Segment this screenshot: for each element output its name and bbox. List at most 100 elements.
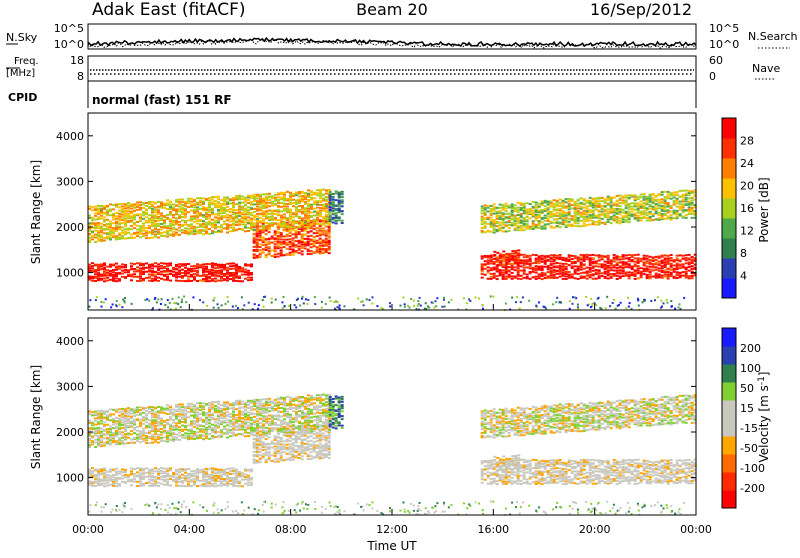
power-cell [517, 262, 520, 264]
power-cell [334, 308, 336, 310]
power-cell [292, 242, 295, 244]
power-cell [568, 203, 571, 205]
power-cell [631, 208, 634, 210]
velocity-cell [130, 424, 133, 426]
power-cell [592, 303, 594, 305]
power-cell [526, 263, 529, 265]
power-cell [256, 249, 259, 251]
power-cell [691, 190, 694, 192]
power-cell [124, 238, 127, 240]
power-cell [208, 280, 211, 282]
power-cell [493, 203, 496, 205]
power-cell [655, 273, 658, 275]
power-cell [124, 205, 127, 207]
power-cell [514, 266, 517, 268]
power-cell [556, 218, 559, 220]
power-cell [547, 213, 550, 215]
power-cell [652, 197, 655, 199]
power-cell [283, 239, 286, 241]
power-cell [481, 212, 484, 214]
power-cell [676, 277, 679, 279]
power-cell [535, 214, 538, 216]
power-cell [592, 207, 595, 209]
power-cell [151, 263, 154, 265]
power-cell [100, 208, 103, 210]
power-cell [202, 274, 205, 276]
velocity-cell [250, 468, 253, 470]
power-cell [670, 265, 673, 267]
velocity-cell [133, 419, 136, 421]
velocity-cell [232, 481, 235, 483]
power-cell [160, 201, 163, 203]
cpid-value: normal (fast) 151 RF [92, 93, 232, 107]
power-cell [643, 212, 646, 214]
power-cell [105, 298, 107, 300]
power-cell [256, 255, 259, 257]
power-cell [265, 227, 268, 229]
power-cell [112, 208, 115, 210]
power-cell [616, 221, 619, 223]
power-cell [604, 265, 607, 267]
power-cell [169, 218, 172, 220]
power-cell [583, 223, 586, 225]
power-cell [316, 192, 319, 194]
power-cell [172, 231, 175, 233]
power-cell [115, 204, 118, 206]
power-cell [517, 252, 520, 254]
power-cell [583, 260, 586, 262]
power-cell [667, 209, 670, 211]
power-cell [112, 278, 115, 280]
power-cell [145, 271, 148, 273]
velocity-cell [106, 437, 109, 439]
power-cell [595, 271, 598, 273]
power-cell [202, 278, 205, 280]
power-cell [193, 211, 196, 213]
velocity-cell [319, 443, 322, 445]
power-cell [214, 231, 217, 233]
velocity-cell [259, 457, 262, 459]
power-cell [559, 217, 562, 219]
power-cell [556, 297, 558, 299]
power-cell [676, 273, 679, 275]
power-cell [481, 268, 484, 270]
power-cell [523, 259, 526, 261]
noise-left-tick-bottom: 10^0 [54, 38, 84, 51]
power-cell [550, 225, 553, 227]
power-cell [274, 250, 277, 252]
velocity-cell [262, 456, 265, 458]
power-cell [268, 216, 271, 218]
velocity-cell [265, 449, 268, 451]
power-cell [607, 221, 610, 223]
power-cell [550, 205, 553, 207]
velocity-cell [103, 417, 106, 419]
power-cell [268, 193, 271, 195]
power-cell [196, 265, 199, 267]
power-cell [538, 267, 541, 269]
power-cell [532, 267, 535, 269]
power-cell [151, 270, 154, 272]
power-cell [434, 300, 436, 302]
power-cell [136, 262, 139, 264]
power-cell [310, 215, 313, 217]
power-cell [649, 220, 652, 222]
velocity-cell [124, 437, 127, 439]
power-cell [502, 227, 505, 229]
power-cell [622, 202, 625, 204]
power-cell [214, 270, 217, 272]
power-cell [223, 199, 226, 201]
power-cell [673, 200, 676, 202]
power-cell [619, 272, 622, 274]
power-cell [481, 205, 484, 207]
power-cell [505, 216, 508, 218]
power-cell [502, 218, 505, 220]
velocity-cell [178, 468, 181, 470]
power-cell [187, 268, 190, 270]
power-cell [211, 278, 214, 280]
power-cell [583, 225, 586, 227]
power-cell [655, 256, 658, 258]
power-cell [157, 225, 160, 227]
power-cell [625, 266, 628, 268]
power-cell [232, 210, 235, 212]
power-cell [577, 273, 580, 275]
power-cell [205, 232, 208, 234]
